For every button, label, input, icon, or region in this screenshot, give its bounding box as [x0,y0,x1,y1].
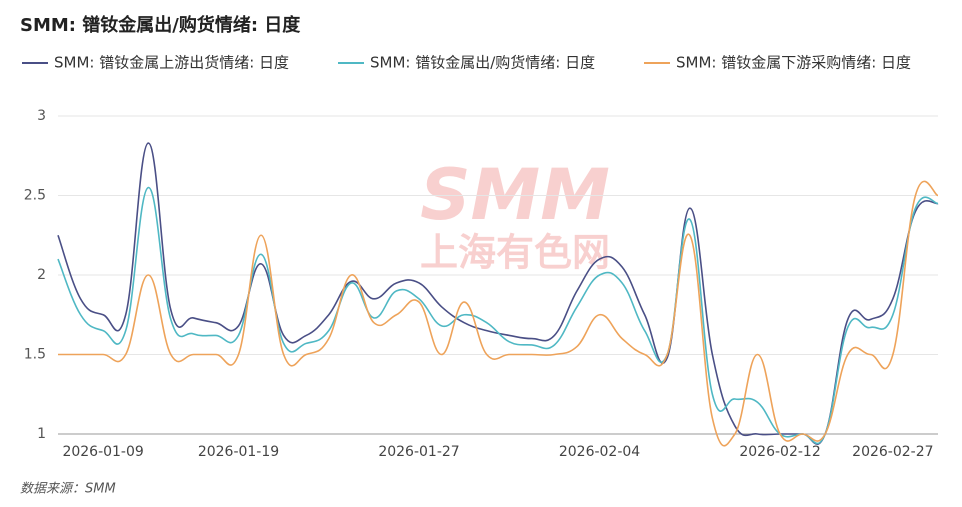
y-tick-label: 3 [37,108,46,124]
x-tick-label: 2026-02-04 [559,444,640,460]
watermark: SMM 上海有色网 [420,154,610,274]
series-line [58,180,939,447]
series-line [57,186,939,445]
x-tick-label: 2026-01-09 [62,444,143,460]
x-tick-label: 2026-01-19 [198,444,279,460]
y-tick-label: 2 [37,267,46,283]
y-tick-label: 1.5 [24,347,46,363]
legend-label: SMM: 镨钕金属上游出货情绪: 日度 [54,54,289,72]
legend-label: SMM: 镨钕金属出/购货情绪: 日度 [370,54,595,72]
x-tick-label: 2026-02-27 [852,444,933,460]
y-tick-label: 1 [37,426,46,442]
y-tick-label: 2.5 [24,188,46,204]
x-tick-label: 2026-02-12 [739,444,820,460]
legend-label: SMM: 镨钕金属下游采购情绪: 日度 [676,54,911,72]
x-tick-label: 2026-01-27 [378,444,459,460]
source-note: 数据来源：SMM [20,482,116,497]
watermark-text: 上海有色网 [420,231,610,275]
chart-title: SMM: 镨钕金属出/购货情绪: 日度 [20,14,301,36]
